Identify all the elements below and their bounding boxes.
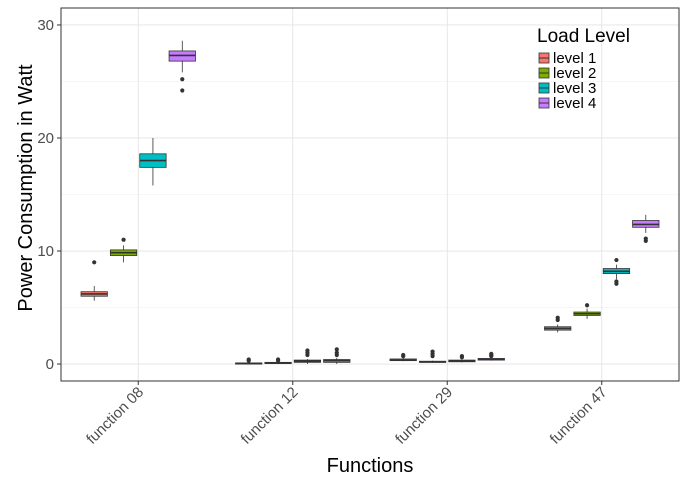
- legend-item: level 4: [538, 95, 596, 112]
- outlier-point: [614, 279, 619, 284]
- legend-label: level 1: [553, 50, 596, 67]
- box-4-4: [632, 214, 660, 243]
- outlier-point: [305, 348, 310, 353]
- plot-border: [60, 7, 680, 382]
- box-series: [80, 40, 660, 365]
- minor-gridlines: [61, 81, 679, 308]
- outlier-point: [584, 303, 590, 308]
- outlier-point: [334, 350, 339, 355]
- y-tick-label: 20: [37, 130, 54, 147]
- box-2-3: [418, 349, 447, 363]
- box-1-1: [80, 260, 108, 301]
- outlier-point: [614, 257, 619, 263]
- legend-title: Load Level: [537, 26, 630, 47]
- box-1-4: [544, 315, 572, 333]
- x-axis-title: Functions: [327, 455, 414, 477]
- box-4-1: [168, 40, 196, 93]
- box-3-4: [602, 257, 631, 286]
- y-axis-title: Power Consumption in Watt: [15, 64, 37, 312]
- major-gridlines: [61, 8, 679, 381]
- x-tick-label: function 47: [547, 384, 611, 448]
- outlier-point: [334, 347, 339, 352]
- outlier-point: [180, 88, 185, 93]
- box-1-3: [389, 352, 417, 362]
- outlier-point: [92, 260, 97, 265]
- outlier-point: [401, 352, 406, 358]
- box-2-1: [109, 237, 138, 263]
- outlier-point: [643, 236, 648, 241]
- outlier-point: [180, 77, 185, 82]
- y-tick-label: 30: [37, 17, 54, 34]
- box-1-2: [235, 357, 263, 365]
- y-tick-label: 0: [46, 356, 54, 373]
- box-3-1: [139, 137, 167, 186]
- outlier-point: [459, 354, 465, 359]
- box-4-3: [477, 351, 505, 361]
- outlier-point: [555, 315, 560, 320]
- legend-label: level 4: [553, 95, 596, 112]
- outlier-point: [121, 237, 126, 242]
- legend-item: level 1: [538, 50, 596, 67]
- legend-label: level 2: [553, 65, 596, 82]
- y-axis: 0 10 20 30: [37, 17, 61, 373]
- box-3-3: [448, 354, 476, 363]
- x-tick-label: function 08: [83, 384, 147, 448]
- outlier-point: [246, 357, 251, 362]
- legend-item: level 2: [538, 65, 596, 82]
- box-4-2: [323, 347, 351, 365]
- x-axis: function 08 function 12 function 29 functio…: [83, 381, 611, 448]
- outlier-point: [275, 357, 281, 362]
- outlier-point: [489, 351, 494, 356]
- y-tick-label: 10: [37, 243, 54, 260]
- x-tick-label: function 29: [392, 384, 456, 448]
- box-2-2: [264, 357, 292, 365]
- legend-item: level 3: [538, 80, 596, 97]
- legend-label: level 3: [553, 80, 596, 97]
- outlier-point: [430, 349, 435, 354]
- x-tick-label: function 12: [238, 384, 302, 448]
- box-3-2: [293, 348, 322, 365]
- box-2-4: [573, 303, 601, 319]
